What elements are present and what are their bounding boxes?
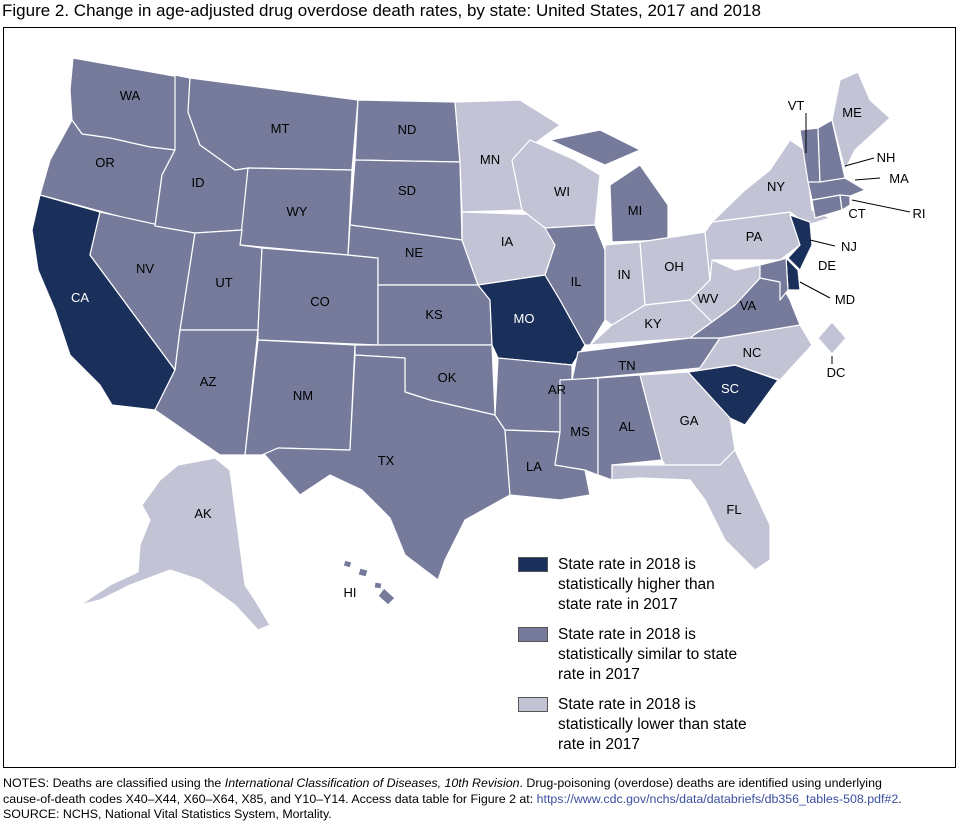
notes-line-1: NOTES: Deaths are classified using the I… xyxy=(3,776,958,792)
label-MO: MO xyxy=(514,311,535,326)
legend-item-lower: State rate in 2018 is statistically lowe… xyxy=(518,695,748,755)
state-NJ[interactable] xyxy=(787,214,813,271)
label-OR: OR xyxy=(95,155,115,170)
notes-italic-title: International Classification of Diseases… xyxy=(224,776,520,790)
label-MD: MD xyxy=(835,292,855,307)
label-RI: RI xyxy=(913,206,926,221)
legend-swatch-lower xyxy=(518,697,548,712)
label-CA: CA xyxy=(71,290,89,305)
label-OK: OK xyxy=(438,370,457,385)
notes-text: cause-of-death codes X40–X44, X60–X64, X… xyxy=(3,791,537,806)
label-OH: OH xyxy=(664,259,684,274)
label-PA: PA xyxy=(746,229,763,244)
label-KS: KS xyxy=(425,307,443,322)
label-CT: CT xyxy=(848,206,865,221)
label-HI: HI xyxy=(344,585,357,600)
label-LA: LA xyxy=(526,459,542,474)
legend: State rate in 2018 is statistically high… xyxy=(518,555,748,765)
legend-text-similar: State rate in 2018 is statistically simi… xyxy=(558,626,738,683)
label-MI: MI xyxy=(628,203,642,218)
label-NY: NY xyxy=(767,179,785,194)
state-MI[interactable] xyxy=(549,129,669,243)
label-IN: IN xyxy=(618,267,631,282)
label-DE: DE xyxy=(818,258,836,273)
label-NV: NV xyxy=(136,261,154,276)
notes: NOTES: Deaths are classified using the I… xyxy=(3,776,958,823)
label-NC: NC xyxy=(743,345,762,360)
notes-line-2: cause-of-death codes X40–X44, X60–X64, X… xyxy=(3,792,958,808)
source-line: SOURCE: NCHS, National Vital Statistics … xyxy=(3,807,332,821)
label-NE: NE xyxy=(405,245,423,260)
label-FL: FL xyxy=(726,502,741,517)
label-ME: ME xyxy=(842,105,862,120)
data-table-link[interactable]: https://www.cdc.gov/nchs/data/databriefs… xyxy=(536,791,899,806)
notes-text: . xyxy=(898,791,902,806)
label-MN: MN xyxy=(480,152,500,167)
label-WY: WY xyxy=(287,204,308,219)
label-WA: WA xyxy=(120,88,141,103)
label-MT: MT xyxy=(271,121,290,136)
label-AL: AL xyxy=(619,419,635,434)
label-CO: CO xyxy=(310,294,330,309)
label-NM: NM xyxy=(293,388,313,403)
label-ID: ID xyxy=(192,175,205,190)
label-AR: AR xyxy=(548,382,566,397)
legend-item-similar: State rate in 2018 is statistically simi… xyxy=(518,625,748,685)
label-TN: TN xyxy=(618,358,635,373)
label-IL: IL xyxy=(571,274,582,289)
label-VA: VA xyxy=(740,298,757,313)
label-SD: SD xyxy=(398,183,416,198)
legend-text-higher: State rate in 2018 is statistically high… xyxy=(558,556,715,613)
state-FL[interactable] xyxy=(611,449,771,571)
notes-text: . Drug-poisoning (overdose) deaths are i… xyxy=(519,776,882,790)
label-AZ: AZ xyxy=(200,374,217,389)
legend-text-lower: State rate in 2018 is statistically lowe… xyxy=(558,696,747,753)
label-NH: NH xyxy=(877,150,896,165)
label-VT: VT xyxy=(788,98,805,113)
label-GA: GA xyxy=(680,413,699,428)
state-AK[interactable] xyxy=(79,457,271,631)
label-UT: UT xyxy=(215,275,232,290)
figure-title: Figure 2. Change in age-adjusted drug ov… xyxy=(2,1,761,20)
state-DC[interactable] xyxy=(817,321,847,355)
state-TX[interactable] xyxy=(261,354,511,581)
label-MA: MA xyxy=(889,171,909,186)
label-WV: WV xyxy=(698,291,719,306)
label-DC: DC xyxy=(827,365,846,380)
label-SC: SC xyxy=(721,381,739,396)
map-frame xyxy=(3,27,956,768)
state-HI[interactable] xyxy=(342,559,396,606)
state-ME[interactable] xyxy=(831,71,891,171)
notes-text: NOTES: Deaths are classified using the xyxy=(3,776,225,790)
state-NH[interactable] xyxy=(817,119,846,183)
state-MD[interactable] xyxy=(759,257,789,301)
state-IL[interactable] xyxy=(544,224,606,346)
label-MS: MS xyxy=(570,424,590,439)
state-WI[interactable] xyxy=(511,139,601,229)
label-AK: AK xyxy=(194,506,212,521)
legend-swatch-similar xyxy=(518,627,548,642)
label-TX: TX xyxy=(378,453,395,468)
label-NJ: NJ xyxy=(841,239,857,254)
label-IA: IA xyxy=(501,234,514,249)
legend-swatch-higher xyxy=(518,557,548,572)
label-WI: WI xyxy=(554,184,570,199)
label-ND: ND xyxy=(398,122,417,137)
label-KY: KY xyxy=(644,316,662,331)
legend-item-higher: State rate in 2018 is statistically high… xyxy=(518,555,748,615)
